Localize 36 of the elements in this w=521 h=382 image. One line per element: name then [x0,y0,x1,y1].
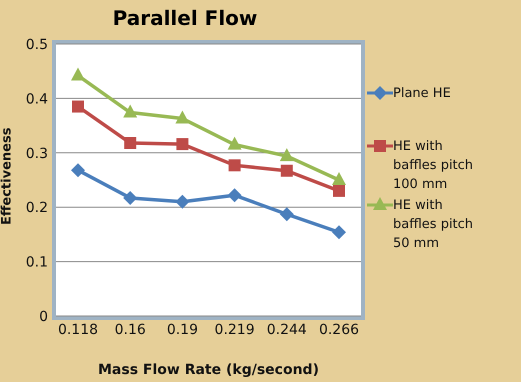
point [176,138,188,150]
point [175,110,190,124]
y-tick-label: 0.3 [26,146,48,162]
y-tick-label: 0.4 [26,91,48,108]
point [123,104,138,118]
y-tick-label: 0 [39,308,48,325]
x-tick-label: 0.19 [166,322,198,338]
point [228,159,241,172]
point [280,164,293,177]
legend-label: HE with baffles pitch 50 mm [393,197,474,253]
point [333,184,345,197]
point [280,148,294,162]
x-tick-label: 0.244 [266,322,307,338]
point [124,137,136,150]
y-tick-label: 0.5 [26,36,48,53]
point [71,68,85,81]
y-axis-title: Effectiveness [0,127,15,225]
point [228,188,242,202]
legend-label: HE with baffles pitch 100 mm [393,138,474,194]
x-tick-label: 0.266 [318,322,360,338]
x-tick-label: 0.16 [114,322,146,338]
x-tick-label: 0.219 [214,322,255,338]
point [123,190,138,205]
point [280,207,294,222]
point [72,100,84,113]
point [228,136,242,150]
y-tick-label: 0.2 [26,200,48,216]
point [175,194,190,209]
point [332,225,346,240]
x-tick-label: 0.118 [58,322,98,338]
x-axis-title: Mass Flow Rate (kg/second) [98,362,319,378]
point [332,172,346,185]
chart-title: Parallel Flow [112,6,258,30]
legend-label: Plane HE [393,85,451,103]
point [71,163,85,178]
y-tick-label: 0.1 [26,254,48,271]
